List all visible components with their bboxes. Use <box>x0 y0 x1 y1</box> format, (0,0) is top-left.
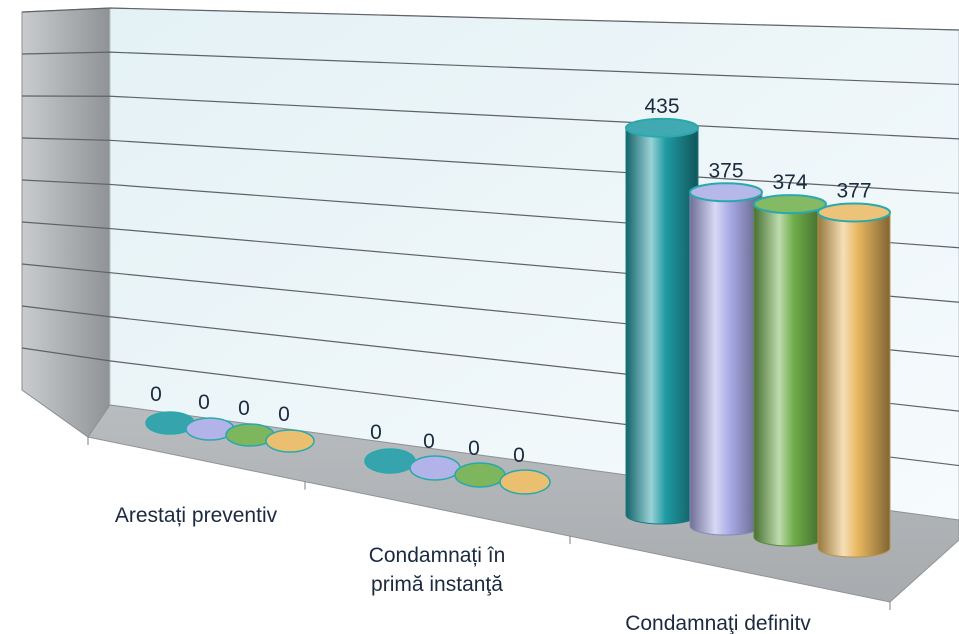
cylinder-base <box>409 455 461 481</box>
cylinder-top <box>753 194 827 215</box>
gridline <box>21 51 959 86</box>
value-label: 374 <box>772 171 807 194</box>
category-label: Condamnați în primă instanţă <box>369 544 506 596</box>
cylinder-base <box>364 448 416 474</box>
cylinder-base <box>265 429 315 453</box>
cylinder-mark <box>625 117 699 525</box>
cylinder-mark <box>817 202 891 558</box>
category-label: Arestați preventiv <box>115 504 278 527</box>
value-label: 375 <box>708 159 743 182</box>
cylinder-body <box>817 211 891 558</box>
value-label: 0 <box>198 391 210 414</box>
category-labels: Arestați preventiv Condamnați în primă ins… <box>115 504 811 634</box>
value-label: 435 <box>644 95 679 118</box>
cylinders <box>145 117 891 558</box>
cylinder-mark <box>364 448 416 474</box>
cylinder-mark <box>499 469 551 495</box>
cylinder-mark <box>454 462 506 488</box>
value-label: 0 <box>278 403 290 426</box>
cylinder-mark <box>265 429 315 453</box>
cylinder-base <box>499 469 551 495</box>
cylinder-body <box>753 203 827 547</box>
cylinder-body <box>625 127 699 525</box>
cylinder-top <box>625 117 699 138</box>
value-label: 0 <box>468 437 480 460</box>
value-label: 0 <box>370 421 382 444</box>
value-label: 377 <box>836 179 871 202</box>
cylinder-mark <box>409 455 461 481</box>
value-label: 0 <box>423 430 435 453</box>
gridline <box>21 7 959 31</box>
value-label: 0 <box>238 397 250 420</box>
value-label: 0 <box>150 383 162 406</box>
cylinder-base <box>454 462 506 488</box>
cylinder-mark <box>753 194 827 547</box>
cylinder-top <box>689 182 763 203</box>
cylinder-top <box>817 202 891 223</box>
value-label: 0 <box>513 444 525 467</box>
value-labels: 0 0 435 0 0 375 0 0 374 0 0 377 <box>150 95 871 467</box>
category-label: Condamnaţi definitv <box>625 612 811 634</box>
cylinder-body <box>689 191 763 536</box>
cylinder-mark <box>689 182 763 536</box>
